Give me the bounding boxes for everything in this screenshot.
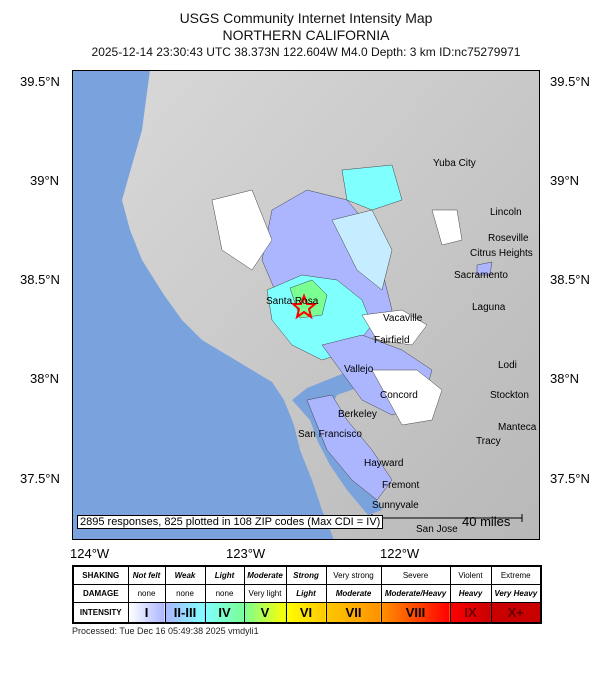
legend-shaking-cell: Weak (164, 565, 206, 585)
lon-label: 124°W (70, 546, 110, 561)
legend-header: DAMAGE (72, 584, 129, 603)
legend-shaking-cell: Strong (285, 565, 327, 585)
lat-label-right: 38°N (550, 371, 580, 386)
response-summary: 2895 responses, 825 plotted in 108 ZIP c… (77, 515, 384, 529)
legend-intensity-cell: VIII (380, 602, 451, 624)
lat-label-right: 39.5°N (550, 74, 590, 89)
city-label: Citrus Heights (470, 248, 533, 259)
legend-damage-cell: Very light (243, 584, 287, 603)
legend-shaking-cell: Light (204, 565, 245, 585)
city-label: Fremont (382, 480, 419, 491)
legend-intensity-cell: VII (325, 602, 382, 624)
city-label: Santa Rosa (266, 296, 319, 307)
city-label: Hayward (364, 458, 403, 469)
legend-damage-cell: Heavy (449, 584, 492, 603)
processed-timestamp: Processed: Tue Dec 16 05:49:38 2025 vmdy… (72, 626, 259, 636)
legend-shaking-cell: Moderate (243, 565, 287, 585)
legend-damage-cell: Very Heavy (490, 584, 542, 603)
event-info: 2025-12-14 23:30:43 UTC 38.373N 122.604W… (91, 45, 521, 59)
legend-shaking-cell: Very strong (325, 565, 382, 585)
legend-header: SHAKING (72, 565, 129, 585)
city-label: Vallejo (344, 364, 374, 375)
city-label: Tracy (476, 436, 501, 447)
lat-label-left: 38.5°N (20, 272, 60, 287)
legend-intensity-cell: II-III (164, 602, 206, 624)
legend-damage-cell: none (204, 584, 245, 603)
legend-shaking-cell: Not felt (127, 565, 166, 585)
city-label: Fairfield (374, 335, 410, 346)
legend-shaking-cell: Extreme (490, 565, 542, 585)
legend-damage-cell: none (127, 584, 166, 603)
city-label: Concord (380, 390, 418, 401)
city-label: Roseville (488, 233, 529, 244)
legend-damage-cell: none (164, 584, 206, 603)
lat-label-left: 39.5°N (20, 74, 60, 89)
city-label: Sacramento (454, 270, 508, 281)
city-labels: Yuba City Lincoln Roseville Citrus Heigh… (266, 158, 537, 535)
legend-intensity-cell: IX (449, 602, 492, 624)
lat-label-left: 39°N (30, 173, 60, 188)
city-label: Manteca (498, 422, 537, 433)
lat-label-right: 37.5°N (550, 471, 590, 486)
lat-label-right: 38.5°N (550, 272, 590, 287)
city-label: Lincoln (490, 207, 522, 218)
city-label: Yuba City (433, 158, 476, 169)
map-title: USGS Community Internet Intensity Map (179, 10, 433, 26)
legend-damage-cell: Moderate/Heavy (380, 584, 451, 603)
legend-shaking-cell: Severe (380, 565, 451, 585)
epicenter-star-icon (290, 293, 318, 320)
city-label: Laguna (472, 302, 506, 313)
legend-intensity-cell: V (243, 602, 287, 624)
legend-shaking-cell: Violent (449, 565, 492, 585)
city-label: San Jose (416, 524, 458, 535)
legend-damage-cell: Moderate (325, 584, 382, 603)
legend-intensity-cell: I (127, 602, 166, 624)
legend-header: INTENSITY (72, 602, 129, 624)
scale-label: 40 miles (462, 514, 511, 529)
lat-label-left: 37.5°N (20, 471, 60, 486)
intensity-legend: SHAKING Not felt Weak Light Moderate Strong Ve… (72, 565, 542, 624)
lon-label: 123°W (226, 546, 266, 561)
legend-damage-cell: Light (285, 584, 327, 603)
lon-label: 122°W (380, 546, 420, 561)
lat-label-left: 38°N (30, 371, 60, 386)
city-label: Vacaville (383, 313, 423, 324)
lat-label-right: 39°N (550, 173, 580, 188)
map-region: NORTHERN CALIFORNIA (222, 27, 390, 43)
legend-intensity-cell: X+ (490, 602, 542, 624)
city-label: San Francisco (298, 429, 362, 440)
city-label: Sunnyvale (372, 500, 419, 511)
city-label: Berkeley (338, 409, 377, 420)
intensity-map: Yuba City Lincoln Roseville Citrus Heigh… (72, 70, 540, 540)
city-label: Lodi (498, 360, 517, 371)
legend-intensity-cell: IV (204, 602, 245, 624)
city-label: Stockton (490, 390, 529, 401)
legend-intensity-cell: VI (285, 602, 327, 624)
zip-polygons (211, 164, 493, 501)
